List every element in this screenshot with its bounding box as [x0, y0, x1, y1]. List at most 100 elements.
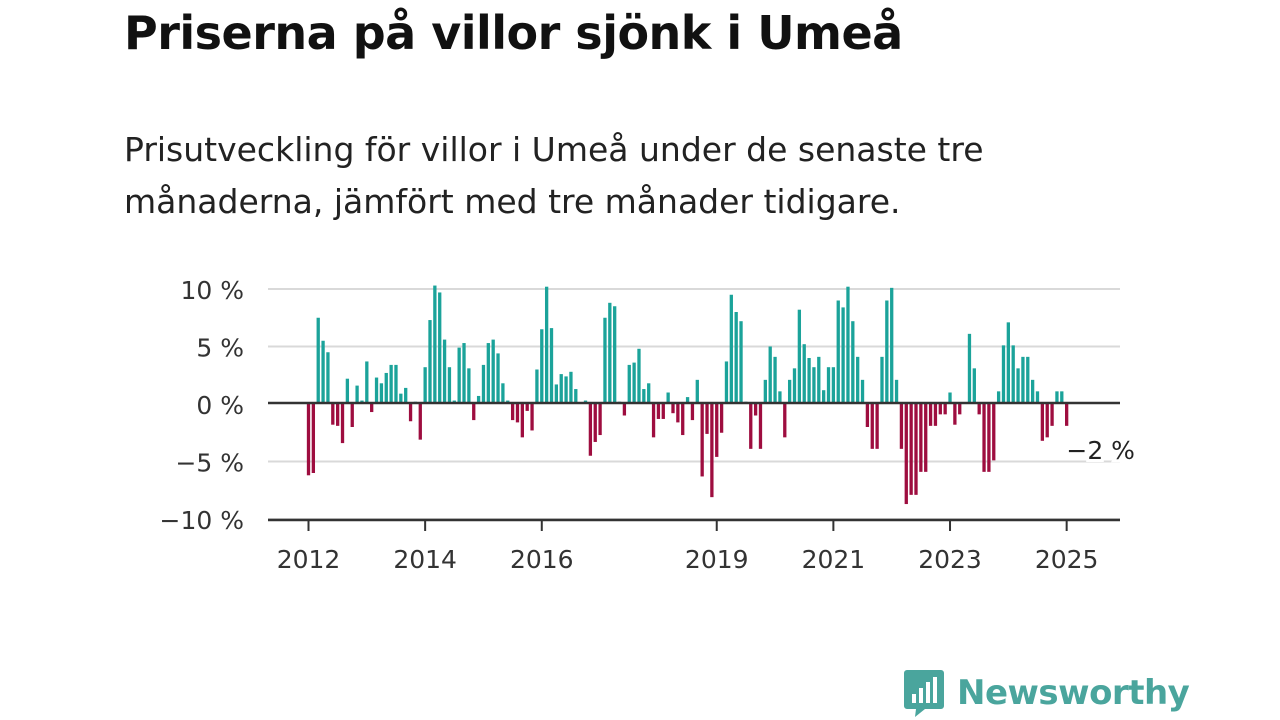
- bar: [880, 356, 884, 403]
- bar: [433, 285, 437, 403]
- bar: [856, 356, 860, 403]
- bar: [787, 379, 792, 403]
- bar: [423, 367, 427, 403]
- bar: [972, 368, 976, 403]
- bar: [870, 403, 874, 449]
- bar: [666, 392, 670, 403]
- bar: [909, 403, 913, 495]
- bar: [681, 403, 685, 436]
- bar: [846, 286, 850, 403]
- bar: [705, 403, 709, 434]
- bar: [613, 306, 617, 403]
- y-tick-label: −10 %: [160, 506, 244, 535]
- bar: [642, 389, 646, 403]
- bar: [647, 383, 651, 403]
- y-tick-label: 5 %: [196, 334, 244, 363]
- bar: [885, 300, 889, 403]
- bar: [841, 307, 845, 403]
- x-tick-label: 2023: [918, 545, 982, 574]
- bar: [627, 364, 631, 403]
- bar: [958, 403, 962, 415]
- bar: [773, 356, 777, 403]
- bar: [719, 403, 724, 433]
- bar: [651, 403, 656, 438]
- bar: [860, 379, 865, 403]
- bar: [778, 391, 782, 403]
- bar: [817, 356, 821, 403]
- bar: [1011, 345, 1015, 403]
- bar: [685, 397, 690, 403]
- brand-logo[interactable]: Newsworthy: [903, 668, 1190, 718]
- x-tick-label: 2021: [802, 545, 866, 574]
- bar: [690, 403, 695, 421]
- bar: [564, 376, 568, 403]
- bar: [758, 403, 763, 449]
- bar: [520, 403, 524, 438]
- bar: [890, 287, 894, 403]
- bar: [326, 352, 330, 403]
- bar: [1006, 322, 1010, 403]
- bar: [671, 403, 675, 414]
- bar: [831, 367, 836, 403]
- bar: [875, 403, 879, 449]
- bar: [734, 312, 738, 403]
- bar: [438, 292, 442, 403]
- bar: [540, 329, 544, 403]
- bar: [1050, 403, 1054, 426]
- bars: [306, 285, 1069, 505]
- bar: [306, 403, 311, 476]
- bar: [783, 403, 787, 438]
- bar: [967, 333, 972, 403]
- bar: [749, 403, 753, 449]
- bar: [865, 403, 870, 427]
- bar: [676, 403, 680, 423]
- bar: [992, 403, 996, 461]
- bar: [729, 294, 733, 403]
- bar: [739, 321, 743, 403]
- bar: [428, 320, 432, 403]
- bar: [588, 403, 593, 456]
- bar: [525, 403, 529, 411]
- bar: [987, 403, 991, 472]
- bar: [336, 403, 340, 426]
- bar: [1065, 403, 1069, 426]
- bar: [1040, 403, 1045, 441]
- bar: [365, 361, 369, 403]
- bar: [515, 403, 520, 423]
- bar: [603, 317, 607, 403]
- bar: [593, 403, 597, 442]
- bar: [807, 358, 811, 403]
- x-tick-label: 2014: [393, 545, 457, 574]
- bar: [851, 321, 855, 403]
- bar: [622, 403, 627, 416]
- bar: [768, 346, 772, 403]
- bar: [389, 364, 393, 403]
- bar: [569, 371, 573, 403]
- bar: [554, 384, 559, 403]
- bar: [1001, 345, 1006, 403]
- bar: [535, 369, 539, 403]
- bar: [321, 340, 325, 403]
- bar: [822, 390, 826, 403]
- bar: [574, 389, 578, 403]
- bar: [836, 300, 840, 403]
- bar: [914, 403, 918, 495]
- bar: [408, 403, 413, 422]
- bar: [399, 393, 403, 403]
- bar: [418, 403, 422, 440]
- bar: [802, 344, 806, 403]
- bar: [797, 309, 802, 403]
- bar: [661, 403, 665, 419]
- bar: [904, 403, 908, 505]
- x-tick-label: 2019: [685, 545, 749, 574]
- bar: [1055, 391, 1059, 403]
- bar: [826, 367, 831, 403]
- bar: [530, 403, 534, 431]
- labels: 10 % 5 % 0 % −5 % −10 % 2012 2014 2016 2019 2021 2…: [160, 276, 1138, 574]
- y-tick-label: 10 %: [180, 276, 244, 305]
- bar: [355, 385, 359, 403]
- bar: [442, 339, 447, 403]
- bar: [1060, 391, 1064, 403]
- bar: [496, 353, 500, 403]
